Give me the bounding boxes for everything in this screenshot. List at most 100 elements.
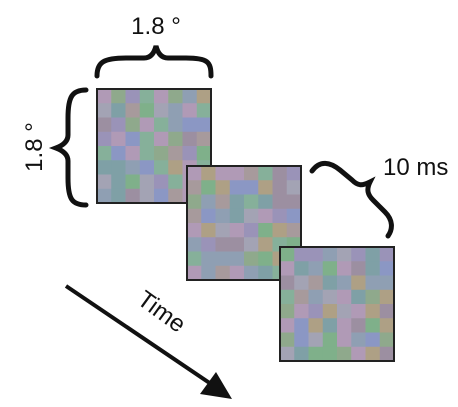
noise-cell: [337, 304, 352, 319]
noise-cell: [111, 174, 126, 190]
stimulus-frame-2: [186, 165, 302, 281]
frame-border: [279, 246, 395, 362]
noise-cell: [322, 289, 338, 305]
noise-cell: [154, 146, 169, 161]
noise-cell: [244, 237, 259, 252]
noise-cell: [125, 174, 141, 190]
noise-cell: [139, 117, 155, 133]
noise-cell: [125, 188, 141, 204]
noise-cell: [168, 146, 183, 161]
height-label: 1.8 °: [21, 122, 48, 172]
noise-cell: [215, 166, 231, 181]
noise-cell: [229, 251, 245, 267]
frame-border: [186, 165, 302, 281]
noise-cell: [379, 275, 395, 291]
height-brace: [48, 87, 89, 208]
noise-cell: [125, 146, 141, 161]
frame-border: [96, 88, 212, 204]
noise-cell: [187, 180, 202, 195]
noise-cell: [215, 237, 231, 252]
noise-cell: [201, 180, 216, 195]
noise-cell: [258, 237, 273, 252]
noise-cell: [125, 89, 141, 104]
noise-cell: [168, 131, 183, 147]
noise-cell: [125, 103, 141, 118]
noise-cell: [139, 174, 155, 190]
noise-cell: [139, 146, 155, 161]
noise-cell: [286, 223, 302, 238]
noise-cell: [365, 289, 381, 305]
noise-cell: [337, 247, 352, 262]
noise-cell: [196, 146, 212, 161]
noise-cell: [308, 332, 324, 348]
noise-cell: [229, 237, 245, 252]
noise-cell: [280, 346, 295, 362]
noise-cell: [215, 194, 231, 210]
noise-cell: [97, 89, 112, 104]
noise-cell: [272, 166, 288, 181]
noise-cell: [351, 261, 366, 276]
noise-cell: [365, 318, 381, 333]
noise-cell: [168, 117, 183, 133]
noise-cell: [215, 265, 231, 281]
noise-cell: [168, 103, 183, 118]
noise-cell: [280, 261, 295, 276]
noise-cell: [139, 131, 155, 147]
stimulus-frame-1: [96, 88, 212, 204]
noise-cell: [182, 117, 198, 133]
noise-cell: [294, 346, 309, 362]
noise-cell: [258, 251, 273, 267]
noise-cell: [351, 332, 366, 348]
noise-cell: [125, 160, 141, 175]
noise-cell: [244, 194, 259, 210]
time-arrow-head: [200, 372, 232, 399]
noise-cell: [187, 265, 202, 281]
noise-cell: [182, 89, 198, 104]
noise-cell: [351, 289, 366, 305]
noise-cell: [351, 304, 366, 319]
noise-cell: [379, 289, 395, 305]
noise-cell: [139, 160, 155, 175]
noise-cell: [229, 166, 245, 181]
noise-cell: [111, 117, 126, 133]
noise-cell: [229, 194, 245, 210]
noise-cell: [187, 166, 202, 181]
noise-cell: [280, 247, 295, 262]
noise-cell: [272, 194, 288, 210]
noise-cell: [97, 188, 112, 204]
noise-cell: [154, 160, 169, 175]
noise-cell: [168, 188, 183, 204]
time-arrow-line: [64, 284, 216, 388]
noise-cell: [280, 318, 295, 333]
noise-cell: [196, 131, 212, 147]
time-label: Time: [132, 286, 190, 339]
noise-cell: [201, 208, 216, 224]
noise-cell: [286, 208, 302, 224]
noise-cell: [187, 237, 202, 252]
noise-cell: [182, 146, 198, 161]
noise-cell: [280, 304, 295, 319]
noise-cell: [154, 117, 169, 133]
stimulus-frame-3: [279, 246, 395, 362]
noise-cell: [187, 208, 202, 224]
noise-cell: [294, 247, 309, 262]
noise-cell: [337, 332, 352, 348]
noise-cell: [272, 180, 288, 195]
noise-cell: [111, 103, 126, 118]
noise-cell: [322, 304, 338, 319]
noise-cell: [379, 318, 395, 333]
noise-cell: [201, 223, 216, 238]
noise-cell: [258, 194, 273, 210]
noise-cell: [379, 261, 395, 276]
noise-cell: [244, 166, 259, 181]
noise-cell: [154, 103, 169, 118]
noise-cell: [182, 131, 198, 147]
noise-cell: [215, 223, 231, 238]
noise-cell: [365, 332, 381, 348]
noise-cell: [244, 265, 259, 281]
noise-cell: [229, 265, 245, 281]
noise-cell: [294, 332, 309, 348]
noise-cell: [97, 131, 112, 147]
noise-cell: [168, 160, 183, 175]
noise-cell: [365, 275, 381, 291]
